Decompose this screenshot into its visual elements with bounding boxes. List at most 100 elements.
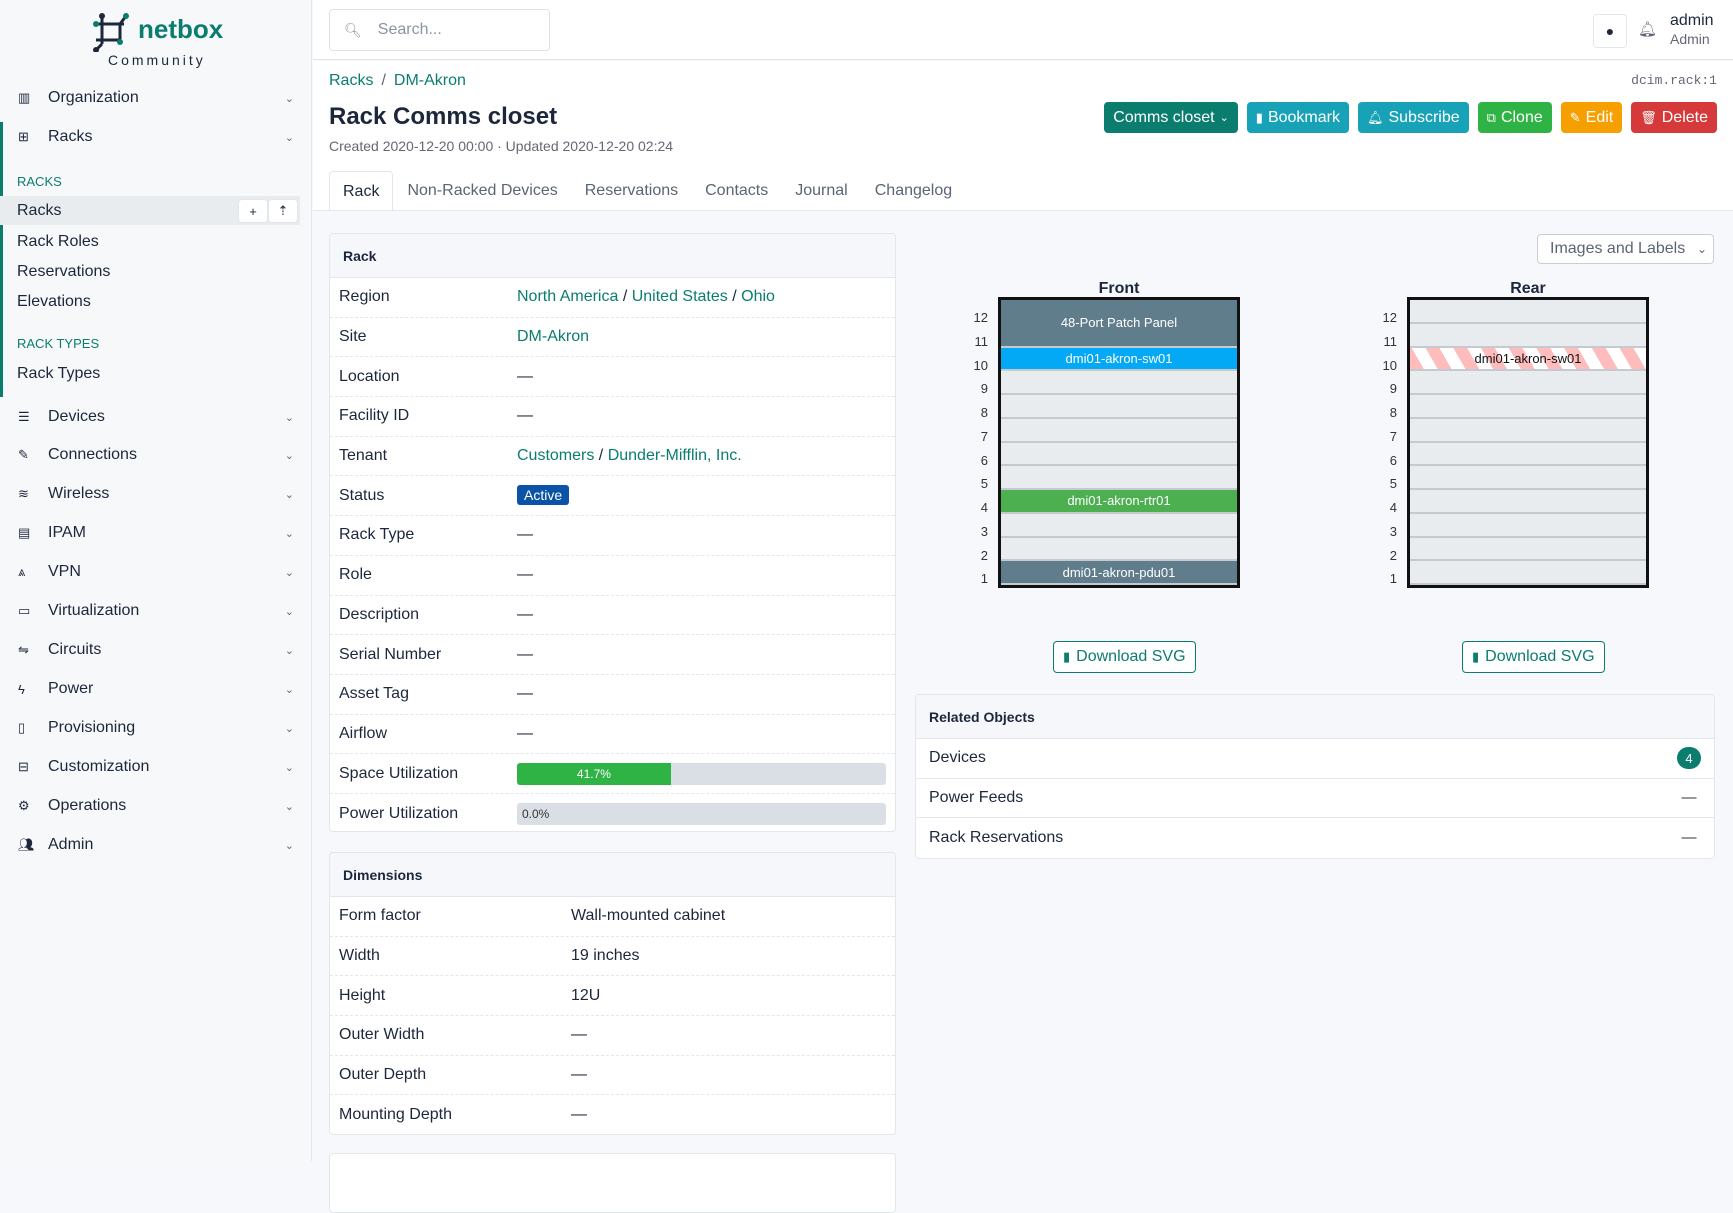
subscribe-button[interactable]: 🔔︎ Subscribe [1357,102,1469,133]
related-power-feeds[interactable]: Power Feeds — [916,779,1714,818]
button-label: Subscribe [1388,108,1460,126]
field-label: Facility ID [339,407,410,425]
file-download-icon: ▮ [1472,649,1480,664]
sidebar-link-rack-roles[interactable]: Rack Roles [0,227,300,256]
field-value: DM-Akron [517,328,895,346]
sidebar-item-vpn[interactable]: ⩓ VPN ⌄ [0,555,312,589]
sidebar-item-devices[interactable]: ☰ Devices ⌄ [0,400,312,434]
tab-rack[interactable]: Rack [329,171,394,211]
rack-field-row: Status Active [330,476,895,517]
tab-journal[interactable]: Journal [795,182,848,199]
field-link[interactable]: Customers [517,447,595,465]
breadcrumb-racks[interactable]: Racks [329,72,374,89]
rear-device[interactable]: dmi01-akron-sw01 [1410,347,1646,372]
field-label: Form factor [339,907,421,925]
tab-changelog[interactable]: Changelog [874,182,953,199]
main-content: Racks / DM-Akron dcim.rack:1 Rack Comms cl… [313,61,1733,1213]
elevation-view-select[interactable]: Images and Labels ⌄ [1537,234,1714,264]
related-objects-card: Related Objects Devices 4 Power Feeds — Rack… [915,694,1715,859]
rack-unit-slot[interactable] [1001,538,1237,562]
field-label: Serial Number [339,645,442,663]
field-link[interactable]: DM-Akron [517,328,590,346]
front-device[interactable]: dmi01-akron-sw01 [1001,347,1237,372]
clone-button[interactable]: ⧉ Clone [1477,102,1552,133]
rack-unit-slot[interactable] [1001,466,1237,490]
comms-closet-button[interactable]: Comms closet ⌄ [1104,102,1238,133]
ipam-icon: ▤ [18,525,31,540]
chevron-down-icon: ⌄ [284,800,294,813]
sidebar-item-connections[interactable]: ✎ Connections ⌄ [0,438,312,472]
sidebar-item-provisioning[interactable]: ▯ Provisioning ⌄ [0,711,312,745]
sidebar-item-admin[interactable]: 👥︎ Admin ⌄ [0,828,312,862]
rack-unit-slot[interactable] [1001,395,1237,419]
sidebar-link-elevations[interactable]: Elevations [0,287,300,316]
field-value: 19 inches [571,947,640,965]
related-link[interactable]: Rack Reservations [929,828,1064,846]
rack-unit-slot[interactable] [1410,514,1646,538]
rack-unit-slot[interactable] [1410,371,1646,395]
tab-reservations[interactable]: Reservations [584,182,679,199]
field-link[interactable]: Dunder-Mifflin, Inc. [607,447,742,465]
dimension-row: Outer Width — [330,1016,895,1056]
sidebar-link-reservations[interactable]: Reservations [0,257,300,286]
sidebar-link-label: Racks [17,201,62,219]
rack-unit-slot[interactable] [1410,466,1646,490]
rack-unit-slot[interactable] [1410,490,1646,514]
tab-contacts[interactable]: Contacts [705,182,769,199]
front-device[interactable]: dmi01-akron-pdu01 [1001,561,1237,585]
front-device[interactable]: 48-Port Patch Panel [1001,300,1237,348]
theme-toggle-button[interactable]: ● [1593,14,1627,48]
related-link[interactable]: Devices [929,749,986,767]
rear-download-svg-button[interactable]: ▮ Download SVG [1462,641,1605,673]
sidebar-item-label: Operations [48,797,127,814]
rack-unit-slot[interactable] [1410,561,1646,585]
field-label: Height [339,986,386,1004]
section-heading-rack-types: RACK TYPES [17,336,100,351]
field-link[interactable]: United States [631,288,728,306]
rack-unit-slot[interactable] [1001,371,1237,395]
rack-unit-slot[interactable] [1410,300,1646,324]
rack-unit-slot[interactable] [1410,419,1646,443]
front-download-svg-button[interactable]: ▮ Download SVG [1053,641,1196,673]
sidebar-item-customization[interactable]: ⊟ Customization ⌄ [0,750,312,784]
sidebar-item-power[interactable]: ϟ Power ⌄ [0,672,312,706]
sidebar-item-organization[interactable]: ▥ Organization ⌄ [0,81,312,115]
rack-unit-slot[interactable] [1001,443,1237,467]
related-rack-reservations[interactable]: Rack Reservations — [916,818,1714,858]
rack-unit-slot[interactable] [1001,514,1237,538]
rack-field-row: Facility ID — [330,397,895,437]
brand-edition: Community [108,52,206,68]
rack-unit-slot[interactable] [1001,419,1237,443]
notifications-bell-icon[interactable]: 🔔︎ [1638,21,1658,38]
rack-unit-slot[interactable] [1410,395,1646,419]
netbox-logo[interactable]: netbox Community [92,12,252,68]
rack-unit-slot[interactable] [1410,538,1646,562]
tab-non-racked-devices[interactable]: Non-Racked Devices [407,182,558,199]
unit-number: 12 [1382,310,1397,325]
delete-button[interactable]: 🗑︎ Delete [1631,102,1717,133]
user-menu[interactable]: admin Admin [1670,12,1714,47]
sidebar-item-ipam[interactable]: ▤ IPAM ⌄ [0,516,312,550]
rack-unit-slot[interactable] [1410,443,1646,467]
bookmark-button[interactable]: ▮ Bookmark [1246,102,1349,133]
front-device[interactable]: dmi01-akron-rtr01 [1001,490,1237,514]
search-input[interactable]: 🔍︎ Search... [329,9,550,51]
sidebar-item-wireless[interactable]: ≋ Wireless ⌄ [0,477,312,511]
breadcrumb-site[interactable]: DM-Akron [393,72,466,89]
rack-unit-slot[interactable] [1410,324,1646,348]
sidebar-item-circuits[interactable]: ⇋ Circuits ⌄ [0,633,312,667]
sidebar-item-virtualization[interactable]: ▭ Virtualization ⌄ [0,594,312,628]
field-link[interactable]: Ohio [741,288,775,306]
sidebar-link-racks[interactable]: Racks + ⇡ [0,196,300,225]
sidebar-link-rack-types[interactable]: Rack Types [0,359,300,388]
sidebar-item-operations[interactable]: ⚙ Operations ⌄ [0,789,312,823]
add-rack-button[interactable]: + [238,199,268,223]
edit-button[interactable]: ✎ Edit [1560,102,1623,133]
field-link[interactable]: North America [517,288,619,306]
related-link[interactable]: Power Feeds [929,788,1024,806]
related-devices[interactable]: Devices 4 [916,739,1714,779]
unit-number: 3 [980,523,988,539]
users-icon: 👥︎ [18,837,35,852]
sidebar-item-racks[interactable]: ⊞ Racks ⌄ [0,120,312,154]
import-racks-button[interactable]: ⇡ [268,199,298,223]
